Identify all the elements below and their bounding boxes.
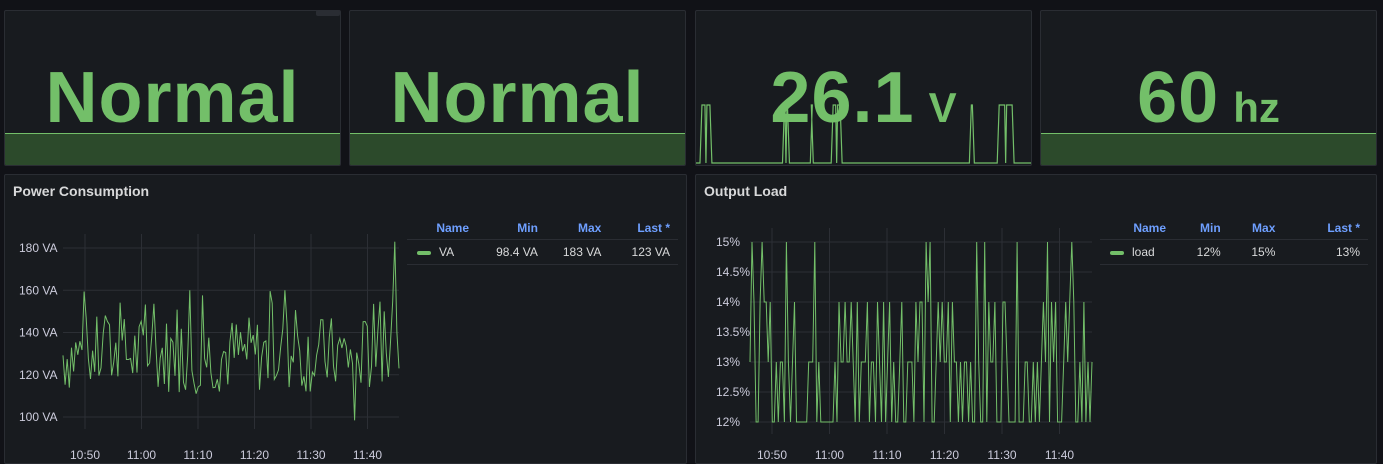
y-axis-tick-label: 160 VA (19, 283, 57, 297)
series-color-swatch (417, 250, 431, 255)
stat-background-fill (350, 133, 685, 165)
x-axis-tick-label: 11:00 (127, 448, 156, 462)
legend-last-value: 123 VA (601, 239, 678, 265)
legend-series-name[interactable]: VA (407, 239, 469, 265)
stat-panel-status-1[interactable]: Normal (4, 10, 341, 166)
stat-panel-status-2[interactable]: Normal (349, 10, 686, 166)
legend-header-row: Name Min Max Last * (407, 217, 678, 240)
y-axis-tick-label: 180 VA (19, 241, 57, 255)
stat-value-text: Normal (45, 58, 300, 138)
legend-header-name[interactable]: Name (1100, 217, 1166, 240)
legend-header-max[interactable]: Max (1220, 217, 1276, 240)
legend-header-name[interactable]: Name (407, 217, 469, 240)
legend-header-last[interactable]: Last * (601, 217, 678, 240)
x-axis-tick-label: 11:20 (930, 448, 959, 462)
y-axis-tick-label: 15% (716, 235, 740, 249)
legend-min-value: 98.4 VA (469, 239, 538, 265)
x-axis-tick-label: 10:50 (757, 448, 787, 462)
x-axis-tick-label: 11:30 (987, 448, 1016, 462)
stat-value-text: Normal (390, 58, 645, 138)
stat-value-text: 60 (1137, 58, 1220, 138)
x-axis-tick-label: 11:00 (815, 448, 844, 462)
y-axis-tick-label: 100 VA (19, 410, 57, 424)
stat-value: Normal (5, 57, 340, 139)
stat-unit: hz (1233, 84, 1280, 131)
stat-value: 60 hz (1041, 57, 1376, 139)
legend-header-min[interactable]: Min (469, 217, 538, 240)
power-consumption-graph[interactable]: 180 VA 160 VA 140 VA 120 VA 100 VA 10:50 11:00… (5, 175, 405, 464)
x-axis-tick-label: 11:20 (240, 448, 269, 462)
x-axis-tick-label: 11:40 (1045, 448, 1074, 462)
x-axis-tick-label: 11:30 (296, 448, 325, 462)
legend-header-last[interactable]: Last * (1275, 217, 1368, 240)
power-legend-table: Name Min Max Last * VA 98.4 VA 183 VA 12… (407, 217, 678, 265)
legend-max-value: 15% (1220, 239, 1276, 265)
voltage-sparkline (696, 104, 1031, 164)
y-axis-tick-label: 120 VA (19, 368, 57, 382)
y-axis-tick-label: 140 VA (19, 326, 57, 340)
load-legend-table: Name Min Max Last * load 12% 15% 13% (1100, 217, 1368, 265)
stat-background-fill (1041, 133, 1376, 165)
series-line[interactable] (62, 241, 400, 421)
panel-title[interactable]: Output Load (704, 183, 788, 199)
sparkline-path (696, 104, 1031, 164)
stat-value: 26.1 V (696, 57, 1031, 139)
power-consumption-panel[interactable]: Power Consumption 180 VA 160 VA 140 VA 120 … (4, 174, 687, 464)
legend-row[interactable]: VA 98.4 VA 183 VA 123 VA (407, 239, 678, 265)
output-load-panel[interactable]: Output Load 15% 14.5% 14% 13.5% 13% 12.5% 12% 1… (695, 174, 1377, 464)
legend-series-name[interactable]: load (1100, 239, 1166, 265)
stat-value-text: 26.1 (770, 58, 915, 138)
stat-unit: V (928, 84, 957, 131)
legend-header-row: Name Min Max Last * (1100, 217, 1368, 240)
legend-header-max[interactable]: Max (537, 217, 602, 240)
panel-resize-handle[interactable] (316, 10, 340, 16)
series-color-swatch (1110, 250, 1124, 255)
legend-header-min[interactable]: Min (1166, 217, 1221, 240)
y-axis-tick-label: 14% (716, 295, 740, 309)
stat-panel-frequency[interactable]: 60 hz (1040, 10, 1377, 166)
legend-last-value: 13% (1275, 239, 1368, 265)
stat-background-fill (5, 133, 340, 165)
stat-value: Normal (350, 57, 685, 139)
y-axis-tick-label: 12% (716, 415, 740, 429)
panel-title[interactable]: Power Consumption (13, 183, 150, 199)
output-load-graph[interactable]: 15% 14.5% 14% 13.5% 13% 12.5% 12% 10:50 11:00 11:… (696, 175, 1096, 464)
y-axis-tick-label: 13.5% (716, 325, 750, 339)
x-axis-tick-label: 11:10 (183, 448, 212, 462)
legend-max-value: 183 VA (537, 239, 602, 265)
y-axis-tick-label: 13% (716, 355, 740, 369)
stat-panel-voltage[interactable]: 26.1 V (695, 10, 1032, 166)
x-axis-tick-label: 11:10 (872, 448, 901, 462)
legend-min-value: 12% (1166, 239, 1221, 265)
legend-series-label: load (1132, 245, 1155, 259)
x-axis-tick-label: 11:40 (353, 448, 382, 462)
x-axis-tick-label: 10:50 (70, 448, 100, 462)
y-axis-tick-label: 14.5% (716, 265, 750, 279)
series-line[interactable] (749, 241, 1093, 423)
legend-row[interactable]: load 12% 15% 13% (1100, 239, 1368, 265)
legend-series-label: VA (439, 245, 455, 259)
y-axis-tick-label: 12.5% (716, 385, 750, 399)
